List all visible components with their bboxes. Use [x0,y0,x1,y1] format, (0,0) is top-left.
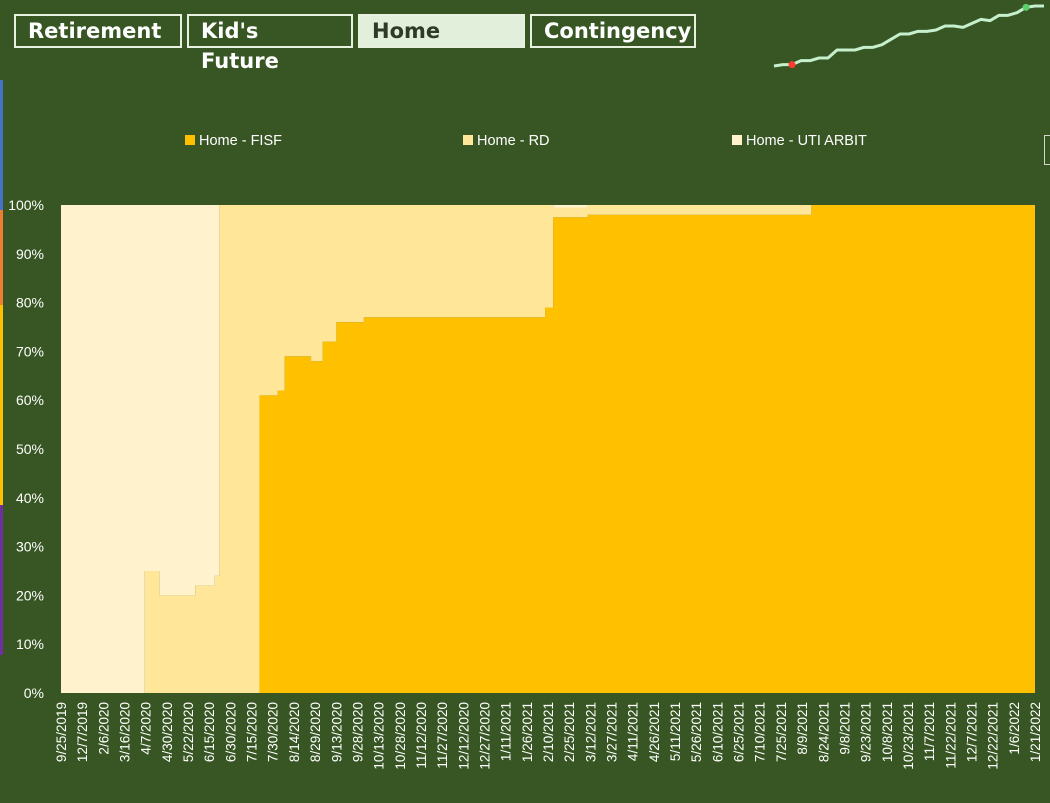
x-tick-label: 6/15/2020 [202,702,217,762]
portfolio-tabs: Retirement Kid's Future Home Contingency [14,14,696,73]
x-tick-label: 1/21/2022 [1028,702,1043,762]
x-tick-label: 7/25/2021 [774,702,789,762]
y-tick-label: 20% [16,587,44,603]
x-tick-label: 9/25/2019 [54,702,69,762]
x-tick-label: 1/26/2021 [520,702,535,762]
legend-swatch [732,135,742,145]
x-tick-label: 3/12/2021 [583,702,598,762]
legend-label: Home - FISF [199,133,282,149]
sparkline-high-marker [1022,3,1030,11]
x-tick-label: 5/22/2020 [181,702,196,762]
edge-color-strip-blue [0,80,3,210]
x-tick-label: 12/7/2019 [75,702,90,762]
x-tick-label: 12/27/2020 [477,702,492,770]
x-tick-label: 4/7/2020 [139,702,154,755]
x-tick-label: 11/22/2021 [943,702,958,769]
x-tick-label: 6/10/2021 [710,702,725,762]
y-tick-label: 40% [16,490,44,506]
y-tick-label: 100% [8,197,44,213]
tab-kids-future[interactable]: Kid's Future [187,14,353,73]
x-tick-label: 12/7/2021 [964,702,979,762]
x-tick-label: 4/26/2021 [647,702,662,762]
x-tick-label: 4/30/2020 [160,702,175,762]
x-tick-label: 7/10/2021 [753,702,768,762]
x-tick-label: 10/13/2020 [372,702,387,770]
legend-swatch [463,135,473,145]
tab-contingency[interactable]: Contingency [530,14,696,48]
sparkline-low-marker [788,61,796,69]
y-tick-label: 10% [16,636,44,652]
x-tick-label: 12/22/2021 [986,702,1001,770]
x-tick-label: 9/13/2020 [329,702,344,762]
x-tick-label: 9/28/2020 [350,702,365,762]
x-tick-label: 11/27/2020 [435,702,450,769]
legend-label: Home - UTI ARBIT [746,133,867,149]
edge-color-strip-orange [0,210,3,305]
y-tick-label: 60% [16,392,44,408]
area-series-2 [61,205,1035,693]
edge-color-strip-gold [0,305,3,505]
y-tick-label: 50% [16,441,44,457]
x-tick-label: 9/8/2021 [837,702,852,755]
edge-color-strip-purple [0,505,3,655]
x-tick-label: 8/9/2021 [795,702,810,755]
x-tick-label: 5/11/2021 [668,702,683,761]
x-tick-label: 3/27/2021 [605,702,620,762]
x-tick-label: 6/30/2020 [223,702,238,762]
tab-home[interactable]: Home [358,14,525,48]
x-tick-label: 7/30/2020 [266,702,281,762]
x-tick-label: 12/12/2020 [456,702,471,770]
sparkline-line [773,4,1044,68]
x-tick-label: 10/23/2021 [901,702,916,770]
x-tick-label: 8/14/2020 [287,702,302,762]
y-tick-label: 70% [16,343,44,359]
tab-retirement[interactable]: Retirement [14,14,182,48]
area-series-0 [61,205,1035,693]
y-tick-label: 0% [24,685,44,701]
x-tick-label: 1/6/2022 [1007,702,1022,755]
x-tick-label: 10/28/2020 [393,702,408,770]
area-series-1 [61,205,1035,693]
x-tick-label: 2/25/2021 [562,702,577,762]
x-tick-label: 10/8/2021 [880,702,895,762]
y-tick-label: 30% [16,539,44,555]
x-tick-label: 9/23/2021 [859,702,874,762]
sparkline-trend [773,3,1044,69]
x-tick-label: 1/11/2021 [499,702,514,761]
scroll-handle[interactable] [1044,135,1050,165]
x-tick-label: 7/15/2020 [245,702,260,762]
x-tick-label: 5/26/2021 [689,702,704,762]
y-tick-label: 80% [16,295,44,311]
x-tick-label: 11/12/2020 [414,702,429,769]
x-tick-label: 2/6/2020 [96,702,111,755]
legend-label: Home - RD [477,133,550,149]
x-tick-label: 4/11/2021 [626,702,641,761]
x-tick-label: 8/29/2020 [308,702,323,762]
y-tick-label: 90% [16,246,44,262]
legend-swatch [185,135,195,145]
x-tick-label: 2/10/2021 [541,702,556,762]
x-tick-label: 6/25/2021 [732,702,747,762]
x-tick-label: 11/7/2021 [922,702,937,761]
x-tick-label: 3/16/2020 [118,702,133,762]
x-tick-label: 8/24/2021 [816,702,831,762]
